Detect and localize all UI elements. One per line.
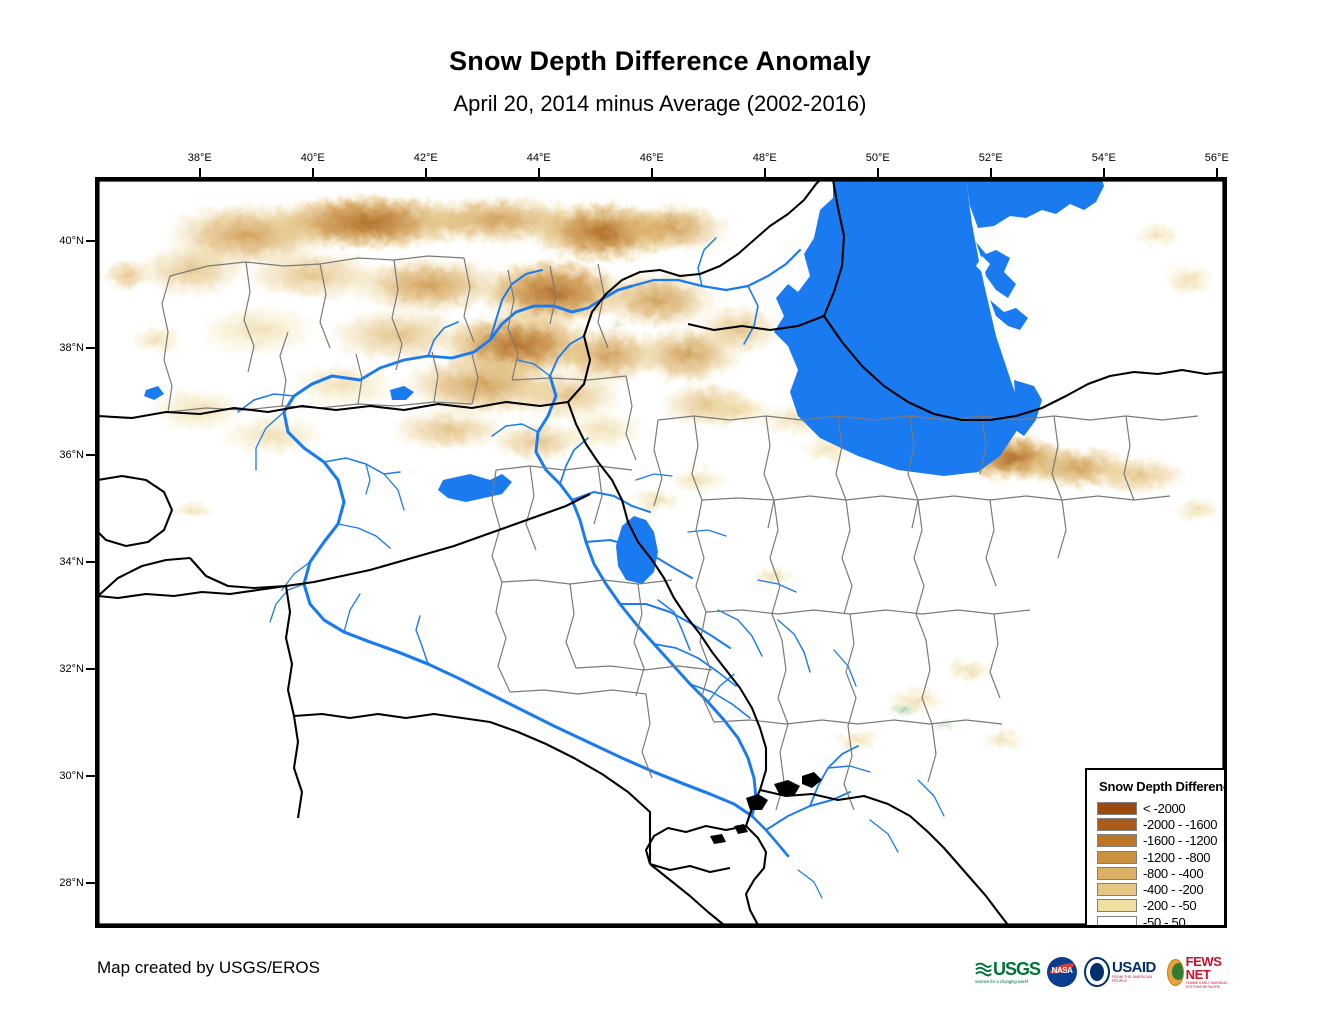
lake-van xyxy=(438,474,512,502)
map-frame[interactable]: Snow Depth Difference (mm) < -2000-2000 … xyxy=(95,177,1227,928)
legend-title: Snow Depth Difference (mm) xyxy=(1099,779,1224,794)
longitude-tick xyxy=(537,168,540,177)
map-canvas[interactable] xyxy=(98,180,1224,925)
longitude-tick-label: 38°E xyxy=(187,152,212,164)
legend-row: -400 - -200 xyxy=(1097,881,1224,898)
legend-swatch xyxy=(1097,915,1137,925)
legend-swatch xyxy=(1097,866,1137,880)
river-network xyxy=(237,237,945,899)
legend-swatch xyxy=(1097,817,1137,831)
agency-logo-bar: USGS science for a changing world NASA U… xyxy=(975,952,1227,992)
nasa-wordmark: NASA xyxy=(1051,966,1073,975)
longitude-tick-label: 42°E xyxy=(413,152,438,164)
latitude-tick xyxy=(86,240,95,243)
admin-borders xyxy=(161,255,1199,811)
latitude-tick xyxy=(86,347,95,350)
anomaly-raster-layer xyxy=(102,192,1224,751)
latitude-tick-label: 30°N xyxy=(59,769,84,782)
international-borders xyxy=(98,180,1224,925)
legend-row: -1600 - -1200 xyxy=(1097,833,1224,849)
latitude-tick-label: 34°N xyxy=(59,556,84,569)
latitude-tick-label: 40°N xyxy=(59,235,84,248)
longitude-tick-label: 56°E xyxy=(1204,152,1229,164)
longitude-tick xyxy=(650,168,653,177)
page-subtitle: April 20, 2014 minus Average (2002-2016) xyxy=(453,91,867,116)
nasa-logo[interactable]: NASA xyxy=(1047,955,1078,989)
legend-label: -1200 - -800 xyxy=(1143,849,1211,865)
legend-row: -800 - -400 xyxy=(1097,865,1224,881)
legend-row: -2000 - -1600 xyxy=(1097,816,1224,832)
map-neatline xyxy=(98,180,1224,925)
usgs-wave-icon xyxy=(975,962,992,976)
fews-wordmark: FEWS NET xyxy=(1185,954,1222,982)
longitude-tick xyxy=(311,168,314,177)
longitude-tick xyxy=(989,168,992,177)
longitude-tick-label: 46°E xyxy=(639,152,664,164)
legend-row: -50 - 50 xyxy=(1097,914,1224,928)
marsh-specks xyxy=(710,772,822,844)
longitude-tick-label: 40°E xyxy=(300,152,325,164)
usgs-wordmark: USGS xyxy=(993,958,1041,979)
legend-row: -1200 - -800 xyxy=(1097,849,1224,865)
legend-label: -800 - -400 xyxy=(1143,865,1204,881)
title-block: Snow Depth Difference Anomaly April 20, … xyxy=(0,0,1320,117)
usaid-tagline: FROM THE AMERICAN PEOPLE xyxy=(1112,975,1153,983)
longitude-tick xyxy=(876,168,879,177)
latitude-tick xyxy=(86,454,95,457)
legend-row: -200 - -50 xyxy=(1097,898,1224,914)
usaid-logo[interactable]: USAID FROM THE AMERICAN PEOPLE xyxy=(1084,955,1160,989)
usgs-tagline: science for a changing world xyxy=(975,978,1028,984)
longitude-tick-label: 50°E xyxy=(865,152,890,164)
inland-lakes xyxy=(144,386,658,584)
legend-class-list: < -2000 -2000 - -1600 -1600 - -1200 -1200 -… xyxy=(1097,800,1224,928)
usaid-seal-icon xyxy=(1084,957,1111,987)
latitude-tick xyxy=(86,881,95,884)
fews-tagline: FAMINE EARLY WARNING SYSTEMS NETWORK xyxy=(1185,981,1228,989)
latitude-tick-label: 28°N xyxy=(59,876,84,889)
usgs-logo[interactable]: USGS science for a changing world xyxy=(975,955,1041,989)
fews-globe-icon xyxy=(1166,958,1184,986)
latitude-tick xyxy=(86,561,95,564)
map-credit: Map created by USGS/EROS xyxy=(97,958,320,977)
longitude-tick xyxy=(763,168,766,177)
fews-net-logo[interactable]: FEWS NET FAMINE EARLY WARNING SYSTEMS NE… xyxy=(1166,954,1232,989)
legend-swatch xyxy=(1097,834,1137,848)
legend-swatch xyxy=(1097,883,1137,897)
legend-label: -50 - 50 xyxy=(1143,914,1186,928)
longitude-tick-label: 48°E xyxy=(752,152,777,164)
caspian-sea xyxy=(774,180,1104,476)
lake-urmia xyxy=(616,516,658,584)
latitude-tick-label: 38°N xyxy=(59,342,84,355)
longitude-tick-label: 54°E xyxy=(1091,152,1116,164)
legend-label: -1600 - -1200 xyxy=(1143,833,1218,849)
latitude-tick xyxy=(86,774,95,777)
usaid-wordmark: USAID xyxy=(1112,959,1156,976)
longitude-tick-label: 44°E xyxy=(526,152,551,164)
longitude-tick-label: 52°E xyxy=(978,152,1003,164)
longitude-tick xyxy=(198,168,201,177)
legend-label: < -2000 xyxy=(1143,800,1186,816)
legend-label: -200 - -50 xyxy=(1143,898,1197,914)
latitude-tick-label: 32°N xyxy=(59,663,84,676)
longitude-tick xyxy=(1102,168,1105,177)
legend-swatch xyxy=(1097,850,1137,864)
longitude-tick xyxy=(424,168,427,177)
legend-row: < -2000 xyxy=(1097,800,1224,816)
latitude-tick xyxy=(86,668,95,671)
page-title: Snow Depth Difference Anomaly xyxy=(449,46,871,76)
legend-label: -400 - -200 xyxy=(1143,882,1204,898)
map-legend[interactable]: Snow Depth Difference (mm) < -2000-2000 … xyxy=(1085,768,1224,928)
longitude-tick xyxy=(1215,168,1218,177)
legend-swatch xyxy=(1097,801,1137,815)
legend-label: -2000 - -1600 xyxy=(1143,816,1218,832)
legend-swatch xyxy=(1097,899,1137,913)
latitude-tick-label: 36°N xyxy=(59,449,84,462)
